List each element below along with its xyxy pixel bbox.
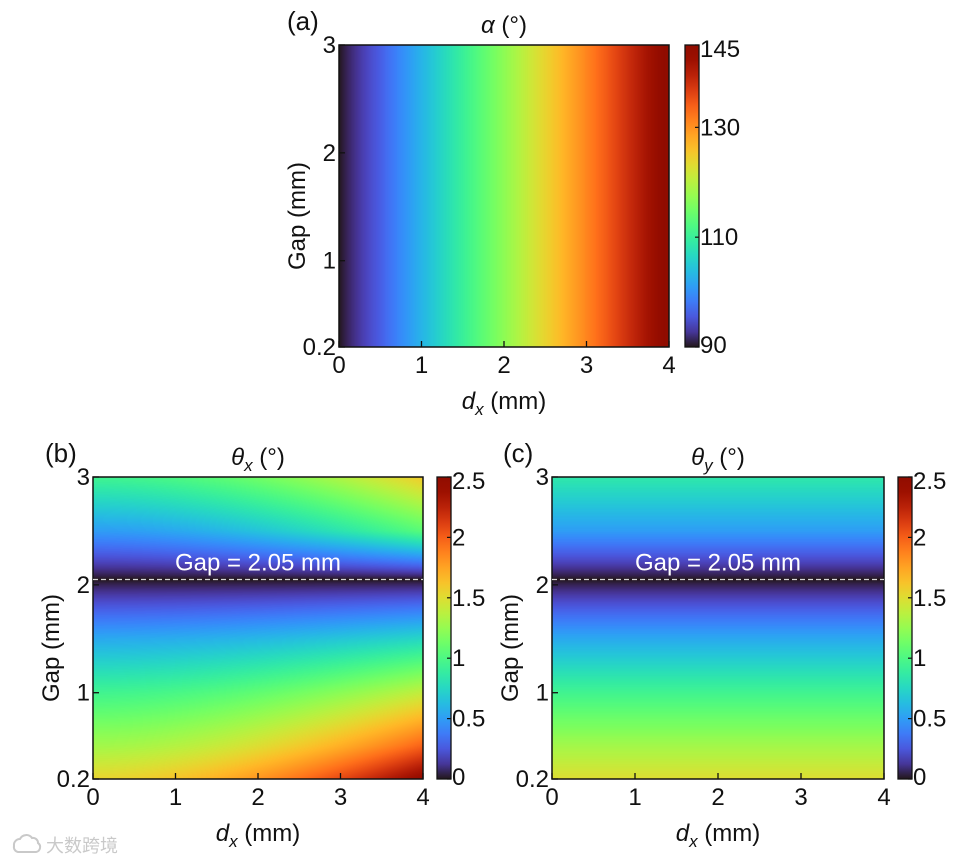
colorbar-tick-label: 0.5 <box>452 706 485 733</box>
panel-title: θy (°) <box>691 444 745 475</box>
watermark: 大数跨境 <box>12 834 118 857</box>
x-tick-label: 1 <box>169 784 182 811</box>
x-tick-label: 4 <box>416 784 429 811</box>
colorbar-tick-label: 0.5 <box>913 706 946 733</box>
y-tick-label: 0.2 <box>303 334 336 361</box>
colorbar-tick-label: 0 <box>452 764 465 791</box>
gap-annotation: Gap = 2.05 mm <box>635 549 801 576</box>
colorbar-gradient <box>436 476 452 780</box>
x-tick-label: 2 <box>497 352 510 379</box>
x-tick-label: 4 <box>662 352 675 379</box>
panel-title: α (°) <box>481 12 527 39</box>
x-tick-label: 0 <box>332 352 345 379</box>
colorbar-tick-label: 1.5 <box>452 585 485 612</box>
y-axis-label: Gap (mm) <box>284 162 311 270</box>
x-axis-label: dx (mm) <box>462 388 547 419</box>
x-tick-label: 1 <box>415 352 428 379</box>
x-tick-label: 3 <box>334 784 347 811</box>
colorbar-tick-label: 1 <box>913 645 926 672</box>
y-tick-label: 3 <box>536 464 549 491</box>
x-tick-label: 1 <box>628 784 641 811</box>
y-tick-label: 0.2 <box>516 766 549 793</box>
x-tick-label: 3 <box>794 784 807 811</box>
panel-label: (b) <box>45 438 77 468</box>
colorbar-gradient <box>897 476 913 780</box>
colorbar-tick-label: 145 <box>700 36 740 63</box>
y-axis-label: Gap (mm) <box>497 594 524 702</box>
y-tick-label: 3 <box>323 32 336 59</box>
x-tick-label: 4 <box>877 784 890 811</box>
colorbar-tick-label: 2 <box>452 524 465 551</box>
panel-label: (c) <box>503 438 533 468</box>
y-tick-label: 2 <box>77 572 90 599</box>
y-axis-label: Gap (mm) <box>38 594 65 702</box>
x-tick-label: 2 <box>711 784 724 811</box>
x-tick-label: 3 <box>580 352 593 379</box>
y-tick-label: 1 <box>77 680 90 707</box>
cloud-logo-icon <box>12 834 42 853</box>
y-tick-label: 1 <box>536 680 549 707</box>
colorbar-gradient <box>684 44 700 348</box>
colorbar-tick-label: 0 <box>913 764 926 791</box>
colorbar-tick-label: 1.5 <box>913 585 946 612</box>
y-tick-label: 2 <box>323 140 336 167</box>
y-tick-label: 3 <box>77 464 90 491</box>
y-tick-label: 1 <box>323 248 336 275</box>
x-tick-label: 2 <box>251 784 264 811</box>
colorbar-tick-label: 130 <box>700 114 740 141</box>
colorbar-tick-label: 2.5 <box>913 468 946 495</box>
y-tick-label: 0.2 <box>57 766 90 793</box>
colorbar: 90 110 130 145 <box>684 36 740 359</box>
colorbar-tick-label: 90 <box>700 332 727 359</box>
colorbar-tick-label: 1 <box>452 645 465 672</box>
heatmap-image <box>339 45 669 347</box>
x-tick-label: 0 <box>86 784 99 811</box>
panel-label: (a) <box>287 6 319 36</box>
colorbar: 0 0.5 1 1.5 2 2.5 <box>897 468 946 791</box>
x-axis-label: dx (mm) <box>676 820 761 851</box>
colorbar: 0 0.5 1 1.5 2 2.5 <box>436 468 485 791</box>
colorbar-tick-label: 2 <box>913 524 926 551</box>
heatmap-image <box>93 477 423 779</box>
colorbar-tick-label: 110 <box>700 224 738 251</box>
y-tick-label: 2 <box>536 572 549 599</box>
x-tick-label: 0 <box>545 784 558 811</box>
gap-annotation: Gap = 2.05 mm <box>175 549 341 576</box>
heatmap-image <box>552 477 884 779</box>
watermark-text: 大数跨境 <box>46 836 118 857</box>
panel-title: θx (°) <box>231 444 285 475</box>
colorbar-tick-label: 2.5 <box>452 468 485 495</box>
x-axis-label: dx (mm) <box>216 820 301 851</box>
